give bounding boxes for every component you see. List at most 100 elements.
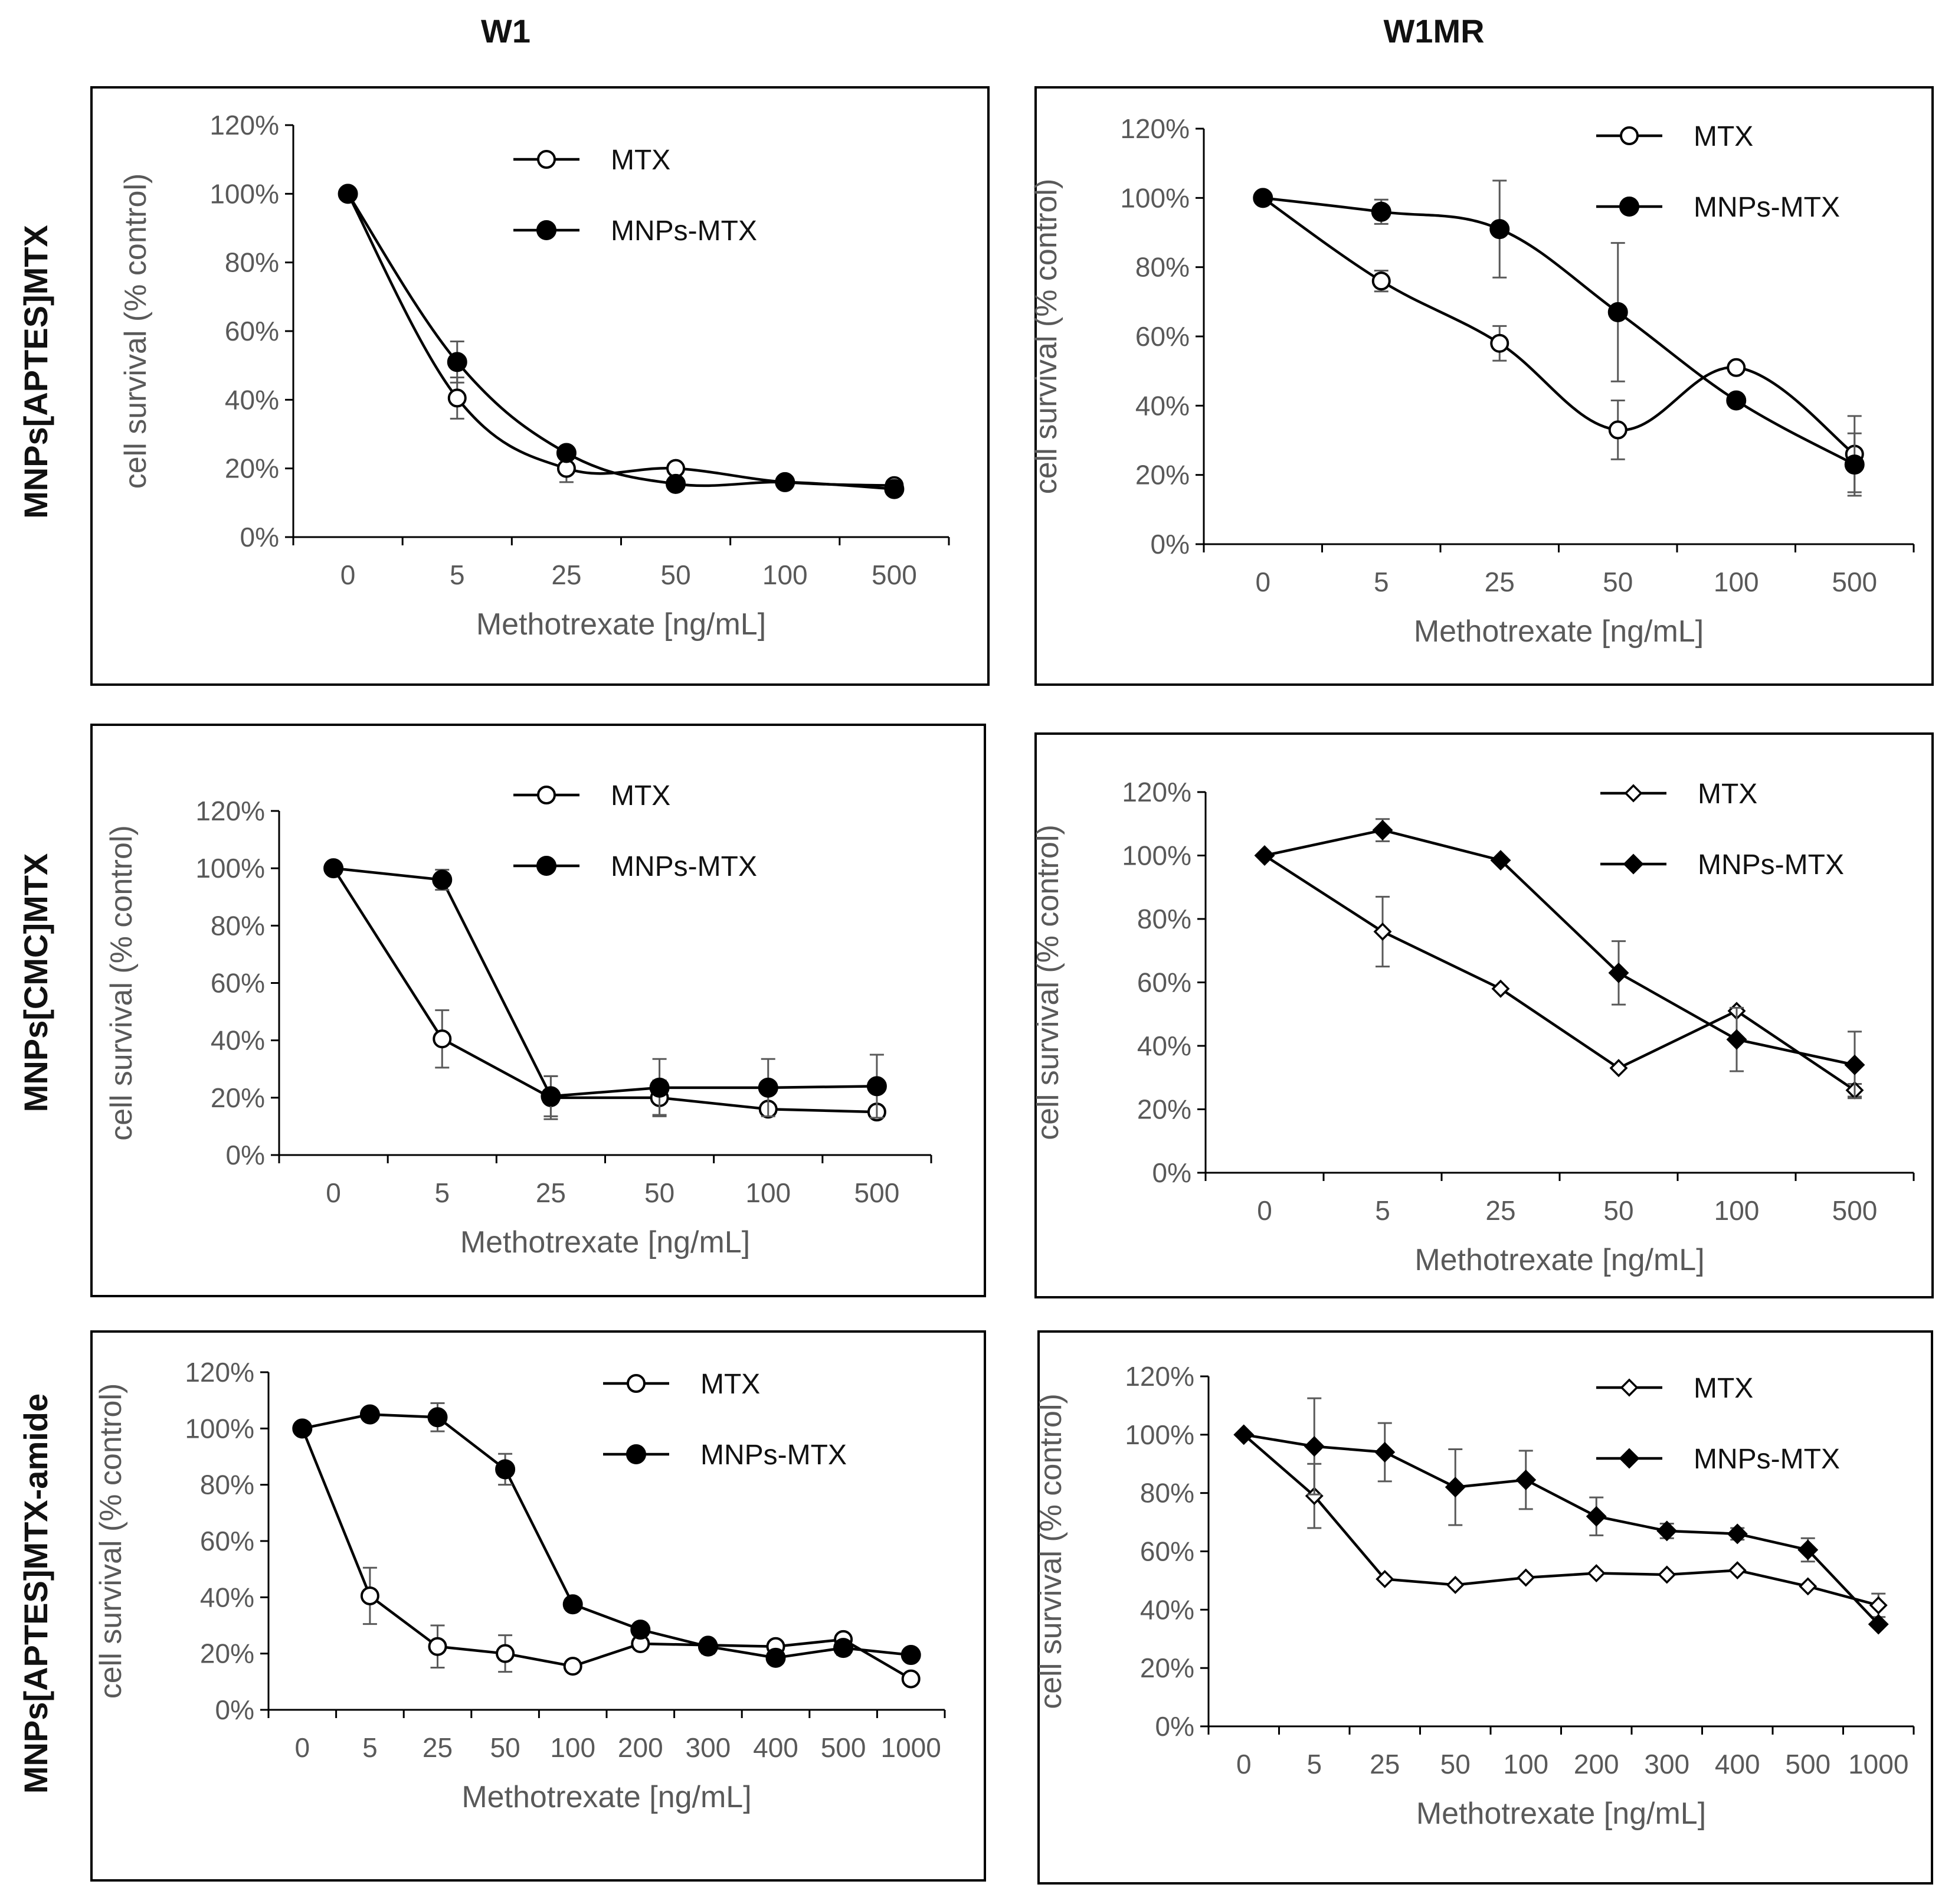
data-point (428, 1637, 447, 1656)
y-tick-label: 20% (1137, 1094, 1191, 1125)
legend-entry: MNPs-MTX (513, 215, 757, 247)
x-tick-label: 25 (536, 1177, 566, 1208)
data-point (292, 1418, 313, 1439)
data-point (1517, 1568, 1535, 1587)
legend-marker (626, 1444, 646, 1464)
chart-panel: 0% 20% 40% 60% 80% 100% 120% 0 5 25 50 100 500 Methot… (1029, 86, 1934, 686)
data-point (447, 352, 467, 372)
y-tick-label: 100% (209, 178, 279, 209)
series-mtx (324, 859, 886, 1122)
data-point (1868, 1614, 1889, 1635)
series-line (1262, 197, 1856, 456)
panel-frame (90, 724, 986, 1297)
chart-panel: 0% 20% 40% 60% 80% 100% 120% 0 5 25 50 100 200 300 400… (1034, 1330, 1933, 1885)
data-point (359, 1404, 380, 1425)
y-tick-label: 40% (1140, 1594, 1194, 1625)
legend-entry: MNPs-MTX (513, 851, 757, 882)
legend-label: MNPs-MTX (700, 1440, 847, 1471)
data-point (697, 1636, 718, 1657)
y-axis-title: cell survival (% control) (1034, 1393, 1068, 1709)
legend-entry: MNPs-MTX (1596, 1444, 1840, 1475)
x-tick-label: 300 (1644, 1749, 1689, 1779)
x-tick-label: 100 (1714, 1195, 1760, 1226)
x-tick-label: 5 (434, 1177, 450, 1208)
data-point (1372, 820, 1393, 840)
y-tick-label: 120% (209, 110, 279, 140)
y-tick-label: 80% (1137, 904, 1191, 934)
chart-panel: 0% 20% 40% 60% 80% 100% 120% 0 5 25 50 100 500 Methot… (90, 86, 990, 686)
data-point (1304, 1436, 1325, 1457)
data-point (1489, 219, 1510, 240)
series-line (1264, 829, 1855, 1066)
data-point (1607, 302, 1628, 322)
data-point (541, 1086, 561, 1107)
y-tick-label: 100% (195, 853, 265, 884)
y-tick-label: 40% (211, 1025, 265, 1056)
series-line (1262, 197, 1855, 466)
y-tick-label: 0% (240, 522, 279, 552)
data-point (833, 1638, 854, 1658)
panel-frame (1037, 1330, 1933, 1885)
legend-label: MTX (611, 780, 670, 812)
x-tick-label: 50 (490, 1732, 520, 1763)
x-tick-label: 500 (872, 560, 917, 590)
x-tick-label: 25 (1485, 1195, 1515, 1226)
series-mnps-mtx (1254, 818, 1865, 1100)
x-tick-label: 50 (644, 1177, 674, 1208)
data-point (866, 1076, 887, 1097)
y-tick-label: 0% (1151, 529, 1190, 560)
data-point (1490, 333, 1509, 353)
legend-marker (1620, 1378, 1639, 1397)
data-point (495, 1459, 516, 1480)
data-point (1445, 1477, 1466, 1498)
y-tick-label: 60% (225, 316, 279, 346)
y-tick-label: 60% (1135, 321, 1190, 352)
data-point (1305, 1487, 1324, 1506)
data-point (360, 1586, 379, 1605)
x-tick-label: 50 (1440, 1749, 1471, 1779)
series-mnps-mtx (1253, 179, 1865, 497)
data-point (1446, 1575, 1465, 1594)
legend-entry: MNPs-MTX (603, 1440, 847, 1471)
x-tick-label: 0 (1255, 567, 1270, 597)
column-header-w1mr: W1MR (1383, 12, 1484, 50)
series-mtx (1234, 1425, 1888, 1618)
column-header-w1: W1 (481, 12, 530, 50)
x-tick-label: 500 (821, 1732, 866, 1763)
data-point (323, 858, 344, 879)
y-tick-label: 120% (1125, 1361, 1194, 1392)
x-tick-label: 5 (362, 1732, 378, 1763)
panel-frame (1034, 86, 1934, 686)
data-point (1371, 271, 1391, 291)
y-tick-label: 40% (200, 1582, 254, 1612)
x-axis-title: Methotrexate [ng/mL] (1414, 614, 1704, 649)
data-point (433, 1029, 452, 1049)
x-axis-title: Methotrexate [ng/mL] (1414, 1243, 1704, 1277)
x-tick-label: 100 (745, 1177, 791, 1208)
data-point (1844, 1054, 1865, 1075)
legend-marker (536, 856, 556, 876)
y-tick-label: 80% (1135, 252, 1190, 283)
chart-panel: 0% 20% 40% 60% 80% 100% 120% 0 5 25 50 100 500 Methot… (1031, 732, 1934, 1298)
chart-panel: 0% 20% 40% 60% 80% 100% 120% 0 5 25 50 100 500 Methot… (90, 724, 986, 1297)
data-point (338, 184, 358, 204)
x-tick-label: 400 (753, 1732, 798, 1763)
y-axis-title: cell survival (% control) (1029, 179, 1063, 495)
legend-label: MNPs-MTX (1694, 1444, 1840, 1475)
legend-entry: MNPs-MTX (1600, 849, 1844, 881)
x-axis-title: Methotrexate [ng/mL] (460, 1225, 750, 1259)
legend-label: MTX (1694, 121, 1753, 152)
x-tick-label: 0 (326, 1177, 341, 1208)
y-tick-label: 0% (215, 1694, 254, 1725)
x-tick-label: 400 (1715, 1749, 1760, 1779)
legend-marker (1624, 784, 1643, 803)
data-point (1727, 358, 1746, 377)
data-point (1586, 1506, 1607, 1527)
data-point (1726, 1029, 1747, 1050)
row-header-aptes-amide: MNPs[APTES]MTX-amide (17, 1393, 54, 1794)
data-point (1797, 1539, 1819, 1561)
x-axis-title: Methotrexate [ng/mL] (476, 607, 766, 642)
data-point (1609, 1059, 1628, 1078)
x-tick-label: 200 (1574, 1749, 1619, 1779)
legend-label: MNPs-MTX (1698, 849, 1844, 881)
